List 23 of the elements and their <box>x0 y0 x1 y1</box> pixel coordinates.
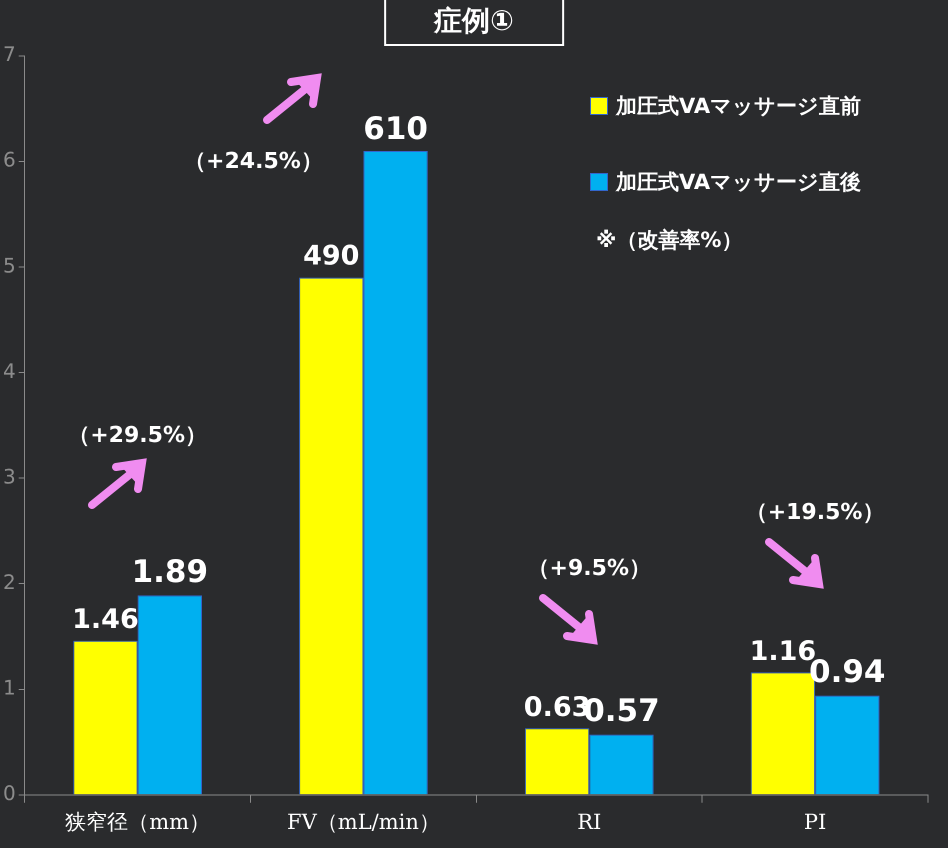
y-tick-label: 6 <box>2 148 16 172</box>
annotation: 610 <box>363 110 428 147</box>
annotation: （+9.5%） <box>528 555 651 584</box>
x-tick-label: RI <box>577 810 602 834</box>
y-tick-label: 0 <box>2 781 16 806</box>
x-tick-label: FV（mL/min） <box>287 810 440 834</box>
y-tick-label: 7 <box>2 42 16 66</box>
annotation: （+29.5%） <box>68 422 208 450</box>
x-tick-label: 狭窄径（mm） <box>65 810 210 834</box>
annotation: ※（改善率%） <box>595 227 744 254</box>
y-tick-label: 4 <box>2 358 16 383</box>
x-tick-label: PI <box>804 810 826 834</box>
annotation: （+19.5%） <box>746 499 884 528</box>
data-label: 1.89 <box>132 554 208 590</box>
legend-label: 加圧式VAマッサージ直前 <box>616 93 862 120</box>
y-tick-label: 5 <box>2 253 16 278</box>
y-tick-label: 3 <box>2 464 16 488</box>
legend-label: 加圧式VAマッサージ直後 <box>616 169 862 196</box>
annotation: 490 <box>303 240 360 272</box>
annotation: （+24.5%） <box>184 148 323 176</box>
y-tick-label: 2 <box>2 570 16 594</box>
data-label: 1.46 <box>72 604 139 636</box>
y-tick-label: 1 <box>2 675 16 700</box>
